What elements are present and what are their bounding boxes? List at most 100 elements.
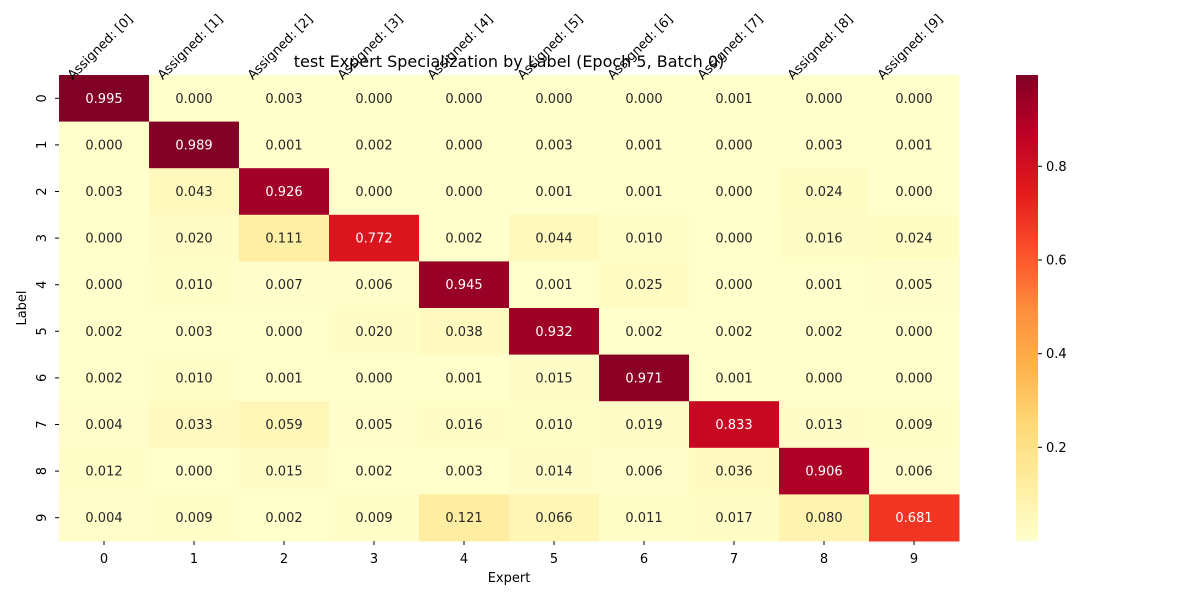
heatmap-cell <box>419 401 510 449</box>
heatmap-cell <box>419 261 510 309</box>
heatmap-cell <box>779 494 870 542</box>
cell-value-label: 0.013 <box>805 418 842 433</box>
heatmap-cell <box>419 121 510 169</box>
cell-value-label: 0.009 <box>175 511 212 526</box>
cell-value-label: 0.010 <box>625 232 662 247</box>
heatmap-cell <box>149 261 240 309</box>
heatmap-cell <box>869 494 960 542</box>
cell-value-label: 0.066 <box>535 511 572 526</box>
cell-value-label: 0.003 <box>445 465 482 480</box>
cell-value-label: 0.001 <box>445 371 482 386</box>
cell-value-label: 0.989 <box>175 138 212 153</box>
heatmap-cell <box>689 447 780 495</box>
cell-value-label: 0.000 <box>715 138 752 153</box>
cell-value-label: 0.000 <box>85 278 122 293</box>
cell-value-label: 0.001 <box>625 185 662 200</box>
heatmap-cell <box>599 401 690 449</box>
cell-value-label: 0.005 <box>355 418 392 433</box>
heatmap-cell <box>329 447 420 495</box>
cell-value-label: 0.009 <box>895 418 932 433</box>
cell-value-label: 0.001 <box>535 278 572 293</box>
cell-value-label: 0.000 <box>715 278 752 293</box>
heatmap-cell <box>869 214 960 262</box>
heatmap-cell <box>149 168 240 216</box>
assigned-label: Assigned: [2] <box>245 12 316 83</box>
cell-value-label: 0.012 <box>85 465 122 480</box>
cell-value-label: 0.003 <box>175 325 212 340</box>
heatmap-cell <box>329 214 420 262</box>
heatmap-cell <box>599 494 690 542</box>
cell-value-label: 0.044 <box>535 232 572 247</box>
assigned-label: Assigned: [6] <box>605 12 676 83</box>
heatmap-cell <box>689 261 780 309</box>
cell-value-label: 0.010 <box>535 418 572 433</box>
heatmap-cell <box>239 121 330 169</box>
heatmap-cell <box>239 401 330 449</box>
y-tick-label: 2 <box>35 187 50 195</box>
heatmap-cell <box>419 308 510 356</box>
cell-value-label: 0.000 <box>85 232 122 247</box>
cell-value-label: 0.772 <box>355 232 392 247</box>
heatmap-cell <box>779 308 870 356</box>
cell-value-label: 0.002 <box>85 325 122 340</box>
assigned-label: Assigned: [3] <box>335 12 406 83</box>
cell-value-label: 0.833 <box>715 418 752 433</box>
heatmap-cell <box>689 75 780 123</box>
x-tick-label: 0 <box>100 552 108 567</box>
x-tick-label: 9 <box>910 552 918 567</box>
heatmap-cell <box>59 447 150 495</box>
heatmap-cell <box>329 354 420 402</box>
cell-value-label: 0.002 <box>715 325 752 340</box>
cell-value-label: 0.926 <box>265 185 302 200</box>
cell-value-label: 0.000 <box>715 185 752 200</box>
x-axis: 0 1 2 3 4 5 6 7 8 9 <box>100 541 918 567</box>
heatmap-cell <box>779 261 870 309</box>
cell-value-label: 0.059 <box>265 418 302 433</box>
cell-value-label: 0.024 <box>895 232 932 247</box>
cell-value-label: 0.004 <box>85 418 122 433</box>
heatmap-cell <box>239 168 330 216</box>
cell-value-label: 0.036 <box>715 465 752 480</box>
cell-value-label: 0.002 <box>355 138 392 153</box>
y-tick-label: 3 <box>35 234 50 242</box>
cell-value-label: 0.033 <box>175 418 212 433</box>
heatmap-cell <box>689 214 780 262</box>
heatmap-cell <box>599 168 690 216</box>
cell-value-label: 0.003 <box>535 138 572 153</box>
heatmap-cell <box>509 75 600 123</box>
heatmap-cell <box>509 308 600 356</box>
heatmap-cell <box>599 214 690 262</box>
heatmap-cell <box>59 401 150 449</box>
cell-value-label: 0.111 <box>265 232 302 247</box>
cell-value-label: 0.001 <box>265 138 302 153</box>
heatmap-cell <box>599 354 690 402</box>
cell-value-label: 0.006 <box>355 278 392 293</box>
heatmap-cell <box>509 121 600 169</box>
heatmap-cell <box>779 214 870 262</box>
heatmap-cell <box>689 401 780 449</box>
heatmap-cell <box>419 75 510 123</box>
cell-value-label: 0.015 <box>265 465 302 480</box>
heatmap-cell <box>509 447 600 495</box>
cell-value-label: 0.002 <box>445 232 482 247</box>
heatmap-cell <box>149 494 240 542</box>
heatmap-cell <box>779 121 870 169</box>
heatmap-cell <box>509 401 600 449</box>
cell-value-label: 0.000 <box>895 325 932 340</box>
heatmap-cell-labels: 0.995 0.000 0.003 0.000 0.000 0.000 0.000 0.001… <box>85 92 932 526</box>
heatmap-cell <box>419 168 510 216</box>
cell-value-label: 0.007 <box>265 278 302 293</box>
colorbar-tick-label: 0.6 <box>1046 253 1067 268</box>
cell-value-label: 0.011 <box>625 511 662 526</box>
cell-value-label: 0.000 <box>445 185 482 200</box>
heatmap-cell <box>599 308 690 356</box>
heatmap-cell <box>59 168 150 216</box>
cell-value-label: 0.009 <box>355 511 392 526</box>
heatmap-cell <box>329 75 420 123</box>
heatmap-cell <box>869 447 960 495</box>
heatmap-cell <box>869 401 960 449</box>
cell-value-label: 0.006 <box>895 465 932 480</box>
cell-value-label: 0.010 <box>175 371 212 386</box>
heatmap-cell <box>149 401 240 449</box>
